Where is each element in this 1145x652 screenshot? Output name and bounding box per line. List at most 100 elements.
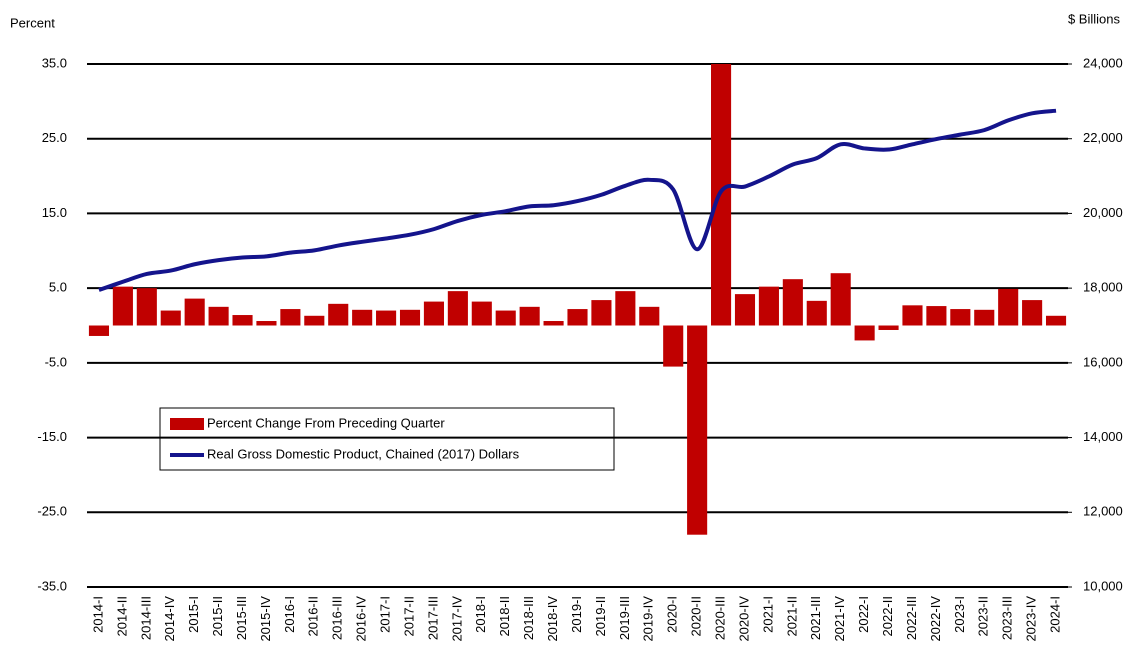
x-tick-label: 2022-IV [928, 596, 943, 642]
bar [830, 273, 851, 326]
x-tick-label: 2021-III [808, 596, 823, 640]
x-tick-label: 2020-IV [736, 596, 751, 642]
bar [734, 294, 756, 326]
bar [519, 306, 540, 326]
y2-tick-label: 18,000 [1083, 280, 1123, 295]
x-tick-label: 2023-I [952, 596, 967, 633]
y2-tick-label: 14,000 [1083, 429, 1123, 444]
bar [399, 309, 421, 326]
y2-tick-label: 22,000 [1083, 130, 1123, 145]
x-tick-label: 2017-IV [449, 596, 464, 642]
x-tick-label: 2021-II [784, 596, 799, 636]
x-tick-label: 2021-IV [832, 596, 847, 642]
bar [806, 300, 827, 326]
bar [304, 315, 325, 326]
x-tick-label: 2017-I [378, 596, 393, 633]
x-tick-label: 2014-III [138, 596, 153, 640]
x-tick-label: 2022-I [856, 596, 871, 633]
bar [88, 325, 110, 336]
y-tick-label: 35.0 [42, 55, 67, 70]
x-tick-label: 2023-III [1000, 596, 1015, 640]
bar [471, 301, 492, 326]
bar [232, 315, 253, 326]
bar [495, 310, 516, 326]
bar [902, 305, 923, 326]
bar [758, 286, 779, 326]
legend-swatch [170, 418, 204, 430]
bar [926, 306, 947, 326]
x-tick-label: 2016-II [306, 596, 321, 636]
y2-tick-label: 24,000 [1083, 55, 1123, 70]
x-tick-label: 2016-IV [354, 596, 369, 642]
bar [280, 309, 301, 326]
bar [352, 309, 373, 326]
bar [950, 309, 971, 326]
x-tick-label: 2018-III [521, 596, 536, 640]
bar [112, 286, 133, 326]
line [98, 108, 1057, 292]
x-tick-label: 2019-I [569, 596, 584, 633]
x-tick-label: 2020-II [689, 596, 704, 636]
x-tick-label: 2024-I [1047, 596, 1062, 633]
bar [615, 291, 636, 326]
y2-tick-label: 12,000 [1083, 504, 1123, 519]
y-tick-label: 5.0 [49, 280, 67, 295]
y2-tick-label: 10,000 [1083, 578, 1123, 593]
x-tick-label: 2018-IV [545, 596, 560, 642]
x-tick-label: 2018-I [473, 596, 488, 633]
x-tick-label: 2023-IV [1024, 596, 1039, 642]
x-tick-label: 2020-I [665, 596, 680, 633]
bar [447, 291, 468, 326]
x-tick-label: 2018-II [497, 596, 512, 636]
x-tick-label: 2015-II [210, 596, 225, 636]
bar [687, 325, 708, 535]
x-tick-label: 2015-I [186, 596, 201, 633]
y-axis-label: Percent [10, 15, 55, 30]
bar [184, 298, 205, 326]
y-tick-label: -35.0 [37, 578, 67, 593]
bar [256, 321, 277, 326]
x-tick-label: 2016-III [330, 596, 345, 640]
legend-label: Percent Change From Preceding Quarter [207, 415, 445, 430]
x-tick-label: 2022-III [904, 596, 919, 640]
y-tick-label: -15.0 [37, 429, 67, 444]
x-tick-label: 2017-II [401, 596, 416, 636]
bar [423, 301, 444, 326]
legend-label: Real Gross Domestic Product, Chained (20… [207, 446, 520, 461]
bar [1022, 300, 1043, 326]
x-tick-label: 2019-II [593, 596, 608, 636]
bar [591, 300, 612, 326]
bar [663, 325, 684, 367]
bar [639, 306, 660, 326]
bar [1045, 315, 1067, 326]
x-tick-label: 2021-I [760, 596, 775, 633]
bar [208, 306, 229, 326]
bar [782, 279, 803, 326]
bar [854, 325, 875, 341]
y-tick-label: -25.0 [37, 504, 67, 519]
bar [160, 310, 181, 326]
bar [567, 309, 588, 326]
x-tick-label: 2016-I [282, 596, 297, 633]
x-tick-label: 2014-II [114, 596, 129, 636]
x-tick-label: 2015-III [234, 596, 249, 640]
y2-tick-label: 16,000 [1083, 354, 1123, 369]
x-tick-label: 2022-II [880, 596, 895, 636]
x-tick-label: 2017-III [425, 596, 440, 640]
x-tick-label: 2019-III [617, 596, 632, 640]
y-tick-label: -5.0 [45, 354, 67, 369]
x-tick-label: 2019-IV [641, 596, 656, 642]
bar [998, 288, 1019, 326]
y-tick-label: 15.0 [42, 205, 67, 220]
y2-axis-label: $ Billions [1068, 11, 1121, 26]
bar [328, 303, 349, 326]
x-tick-label: 2014-IV [162, 596, 177, 642]
legend-box [159, 407, 615, 471]
bar [376, 310, 397, 326]
bar [974, 309, 995, 326]
x-tick-label: 2023-II [976, 596, 991, 636]
y-tick-label: 25.0 [42, 130, 67, 145]
x-tick-label: 2014-I [90, 596, 105, 633]
bar [543, 321, 564, 326]
